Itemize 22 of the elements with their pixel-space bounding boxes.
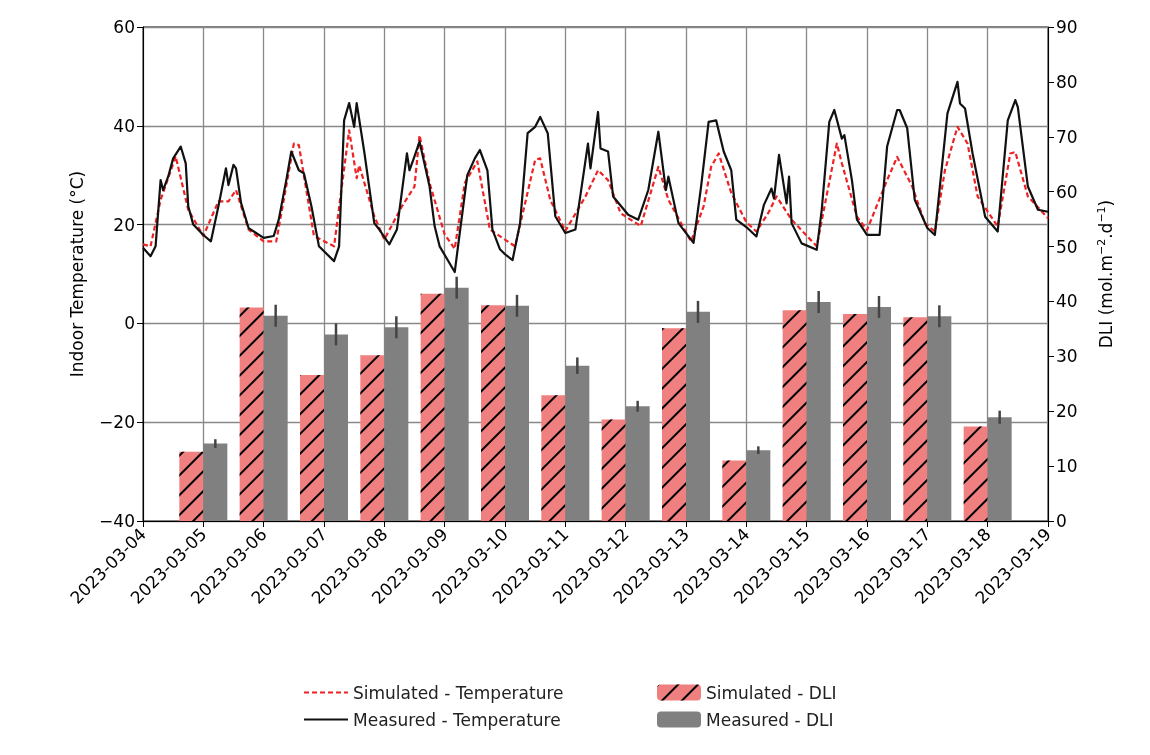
legend-label: Simulated - DLI: [706, 682, 837, 703]
y-tick-label: −20: [99, 412, 135, 433]
y-axis-title: Indoor Temperature (°C): [66, 170, 87, 378]
y2-tick-label: 40: [1056, 291, 1078, 312]
y2-tick-label: 90: [1056, 17, 1078, 37]
legend-label: Simulated - Temperature: [353, 682, 564, 703]
y-tick-label: 20: [113, 214, 135, 235]
y2-tick-label: 80: [1056, 71, 1078, 92]
y2-axis-title: DLI (mol.m−2.d−1): [1095, 199, 1116, 349]
y-tick-label: 60: [113, 17, 135, 37]
y2-tick-label: 70: [1056, 126, 1078, 147]
y2-tick-label: 0: [1056, 511, 1067, 531]
y2-tick-label: 30: [1056, 346, 1078, 367]
y2-tick-label: 10: [1056, 456, 1078, 477]
y-tick-label: 40: [113, 115, 135, 136]
y-tick-label: −40: [99, 511, 135, 531]
y2-tick-label: 60: [1056, 181, 1078, 202]
y2-tick-label: 20: [1056, 401, 1078, 422]
legend-label: Measured - Temperature: [353, 709, 561, 730]
y-tick-label: 0: [124, 313, 135, 334]
legend-label: Measured - DLI: [706, 709, 834, 730]
y2-tick-label: 50: [1056, 236, 1078, 257]
